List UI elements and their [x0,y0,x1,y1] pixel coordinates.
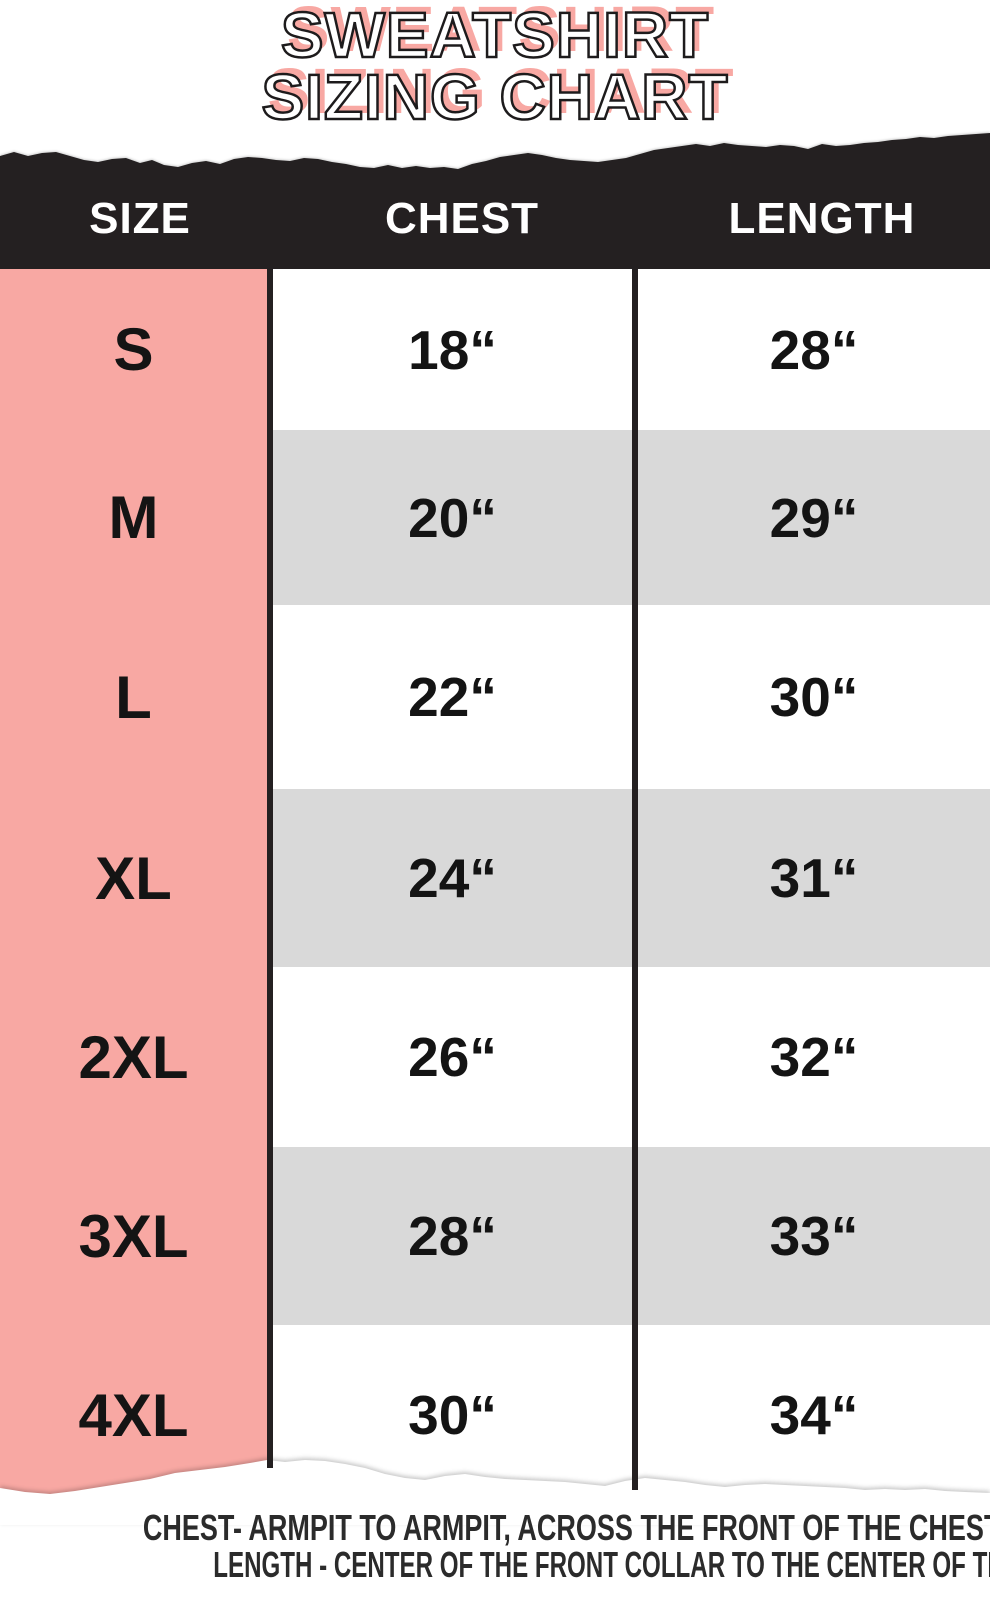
length-value: 29“ [769,486,859,549]
column-divider-right [632,269,638,1490]
length-cell: 31“ [638,789,990,967]
torn-bottom-edge [0,1460,990,1525]
table-row: 2XL 26“ 32“ [0,967,990,1147]
length-cell: 33“ [638,1147,990,1325]
table-row: XL 24“ 31“ [0,789,990,967]
column-header-chest: CHEST [384,194,540,243]
length-value: 32“ [769,1026,859,1088]
size-cell: 2XL [0,967,267,1147]
row-stripe [267,789,990,967]
column-header-length: LENGTH [728,194,916,243]
title-line-1: SWEATSHIRT SWEATSHIRT [0,0,990,71]
chest-value: 22“ [408,666,497,728]
chest-value: 28“ [408,1205,497,1267]
row-stripe [267,1147,990,1325]
size-label: 2XL [78,1023,189,1091]
length-cell: 28“ [638,269,990,430]
table-row: L 22“ 30“ [0,605,990,789]
chest-value: 26“ [408,1026,497,1088]
length-value: 30“ [769,666,859,728]
title-line-1-shadow: SWEATSHIRT [286,0,716,65]
table-row: 3XL 28“ 33“ [0,1147,990,1325]
row-stripe [267,430,990,605]
chest-cell: 30“ [273,1325,632,1505]
title-line-2: SIZING CHART SIZING CHART [0,59,990,133]
chest-value: 18“ [408,318,497,381]
size-label: XL [95,844,172,912]
size-cell: 3XL [0,1147,267,1325]
footer-notes: CHEST- ARMPIT TO ARMPIT, ACROSS THE FRON… [0,1509,990,1583]
chest-value: 30“ [408,1384,497,1446]
title-line-1-text: SWEATSHIRT [280,0,710,71]
chest-cell: 28“ [273,1147,632,1325]
chest-value: 20“ [408,486,497,549]
chest-cell: 18“ [273,269,632,430]
length-cell: 32“ [638,967,990,1147]
length-value: 28“ [769,318,859,381]
table-row: M 20“ 29“ [0,430,990,605]
chest-cell: 26“ [273,967,632,1147]
footer-note-chest-text: CHEST- ARMPIT TO ARMPIT, ACROSS THE FRON… [142,1507,990,1548]
column-divider-left [267,269,273,1468]
table-row: 4XL 30“ 34“ [0,1325,990,1505]
row-stripe [267,967,990,1147]
size-cell: L [0,605,267,789]
column-header-size: SIZE [89,194,191,243]
size-label: 3XL [78,1202,189,1270]
page-title: SWEATSHIRT SWEATSHIRT SIZING CHART SIZIN… [0,0,990,133]
footer-note-chest: CHEST- ARMPIT TO ARMPIT, ACROSS THE FRON… [0,1509,990,1546]
size-cell: XL [0,789,267,967]
length-value: 33“ [769,1205,859,1267]
footer-note-length-text: LENGTH - CENTER OF THE FRONT COLLAR TO T… [213,1544,990,1585]
size-label: L [115,663,152,731]
length-cell: 30“ [638,605,990,789]
footer-note-length: LENGTH - CENTER OF THE FRONT COLLAR TO T… [0,1546,990,1583]
length-value: 31“ [769,847,859,909]
size-column-background [0,269,267,1505]
chest-value: 24“ [408,847,497,909]
length-value: 34“ [769,1384,859,1446]
chest-cell: 24“ [273,789,632,967]
size-cell: M [0,430,267,605]
length-cell: 34“ [638,1325,990,1505]
size-chart-table: S 18“ 28“ M 20“ 29“ L 22“ 30“ XL 24“ 31“… [0,269,990,1505]
title-line-2-text: SIZING CHART [260,61,729,133]
table-row: S 18“ 28“ [0,269,990,430]
chest-cell: 20“ [273,430,632,605]
size-label: 4XL [78,1381,189,1449]
chest-cell: 22“ [273,605,632,789]
length-cell: 29“ [638,430,990,605]
size-cell: 4XL [0,1325,267,1505]
row-stripe [267,605,990,789]
size-cell: S [0,269,267,430]
size-label: S [113,316,154,383]
torn-header-bar [0,133,990,270]
title-line-2-shadow: SIZING CHART [267,55,735,127]
row-stripe [267,269,990,430]
size-label: M [108,484,159,551]
